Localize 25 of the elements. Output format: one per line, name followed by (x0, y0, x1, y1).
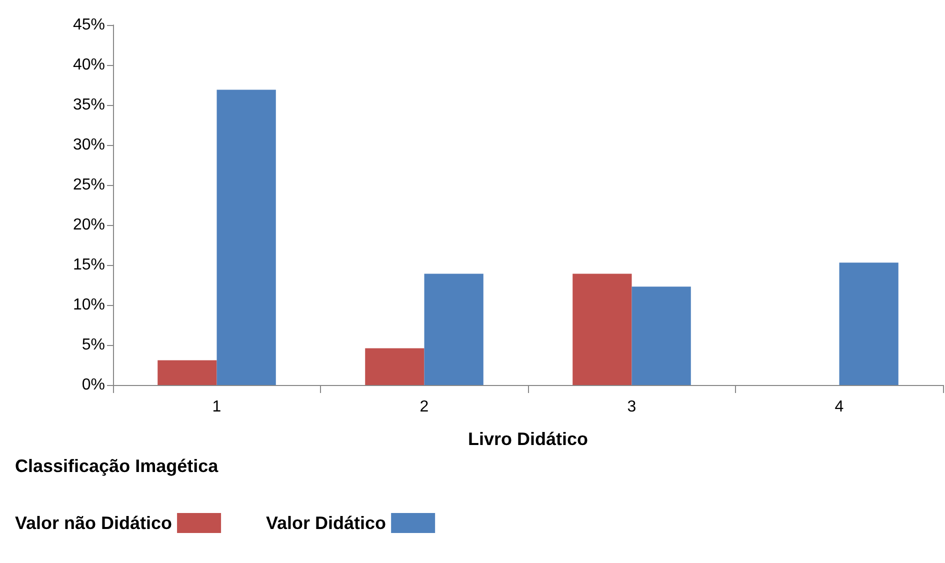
x-tick-label: 2 (420, 398, 429, 416)
y-tick-label: 45% (72, 16, 105, 34)
bar (365, 348, 424, 385)
bar (839, 262, 898, 385)
legend-label: Valor Didático (266, 513, 386, 533)
y-tick-label: 35% (72, 96, 105, 114)
y-tick-label: 40% (72, 56, 105, 74)
y-tick-label: 10% (72, 296, 105, 314)
bar (572, 274, 632, 385)
y-tick-label: 15% (72, 256, 105, 274)
legend-label: Valor não Didático (14, 513, 172, 533)
bar (158, 360, 217, 385)
y-tick-label: 5% (82, 336, 105, 354)
y-tick-label: 30% (72, 136, 105, 154)
x-tick-label: 1 (212, 398, 222, 416)
y-tick-label: 25% (72, 176, 105, 194)
bar (424, 274, 484, 385)
x-tick-label: 4 (834, 398, 844, 416)
legend-title: Classificação Imagética (15, 456, 220, 476)
x-tick-label: 3 (627, 398, 636, 416)
bar (632, 286, 691, 385)
x-axis-title: Livro Didático (468, 429, 588, 449)
y-tick-label: 20% (72, 216, 105, 234)
bar (216, 90, 276, 385)
y-tick-label: 0% (82, 376, 105, 394)
